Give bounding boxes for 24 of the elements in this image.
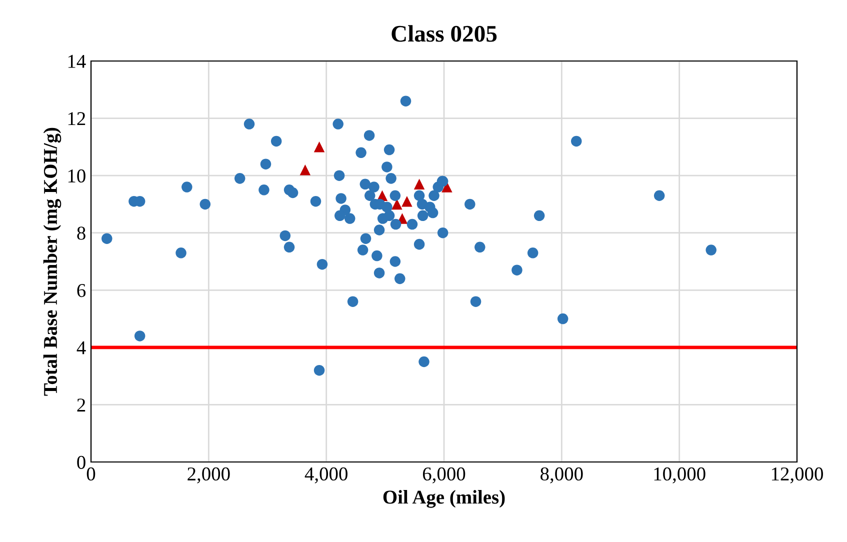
point [314,142,325,152]
point [300,164,311,176]
y-tick-label: 2 [77,398,86,412]
y-axis-title: Total Base Number (mg KOH/g) [43,128,62,396]
point [392,198,402,210]
y-tick-label: 8 [77,226,86,240]
y-tick-label: 14 [68,54,86,68]
chart-title: Class 0205 [392,25,497,42]
point [414,178,425,190]
y-tick-label: 12 [68,112,86,126]
x-tick-label: 4,000 [304,467,348,484]
x-tick-label: 10,000 [654,467,706,484]
x-tick-label: 0 [86,467,96,481]
x-tick-label: 2,000 [188,467,230,484]
x-tick-label: 6,000 [422,467,466,484]
y-tick-label: 0 [77,456,86,469]
y-tick-label: 6 [77,284,86,298]
x-tick-label: 8,000 [540,467,583,484]
x-axis-title: Oil Age (miles) [383,490,505,508]
y-tick-label: 10 [68,169,86,183]
point [402,196,412,207]
point [442,182,452,192]
x-tick-label: 12,000 [772,467,823,484]
y-tick-label: 4 [76,341,86,354]
